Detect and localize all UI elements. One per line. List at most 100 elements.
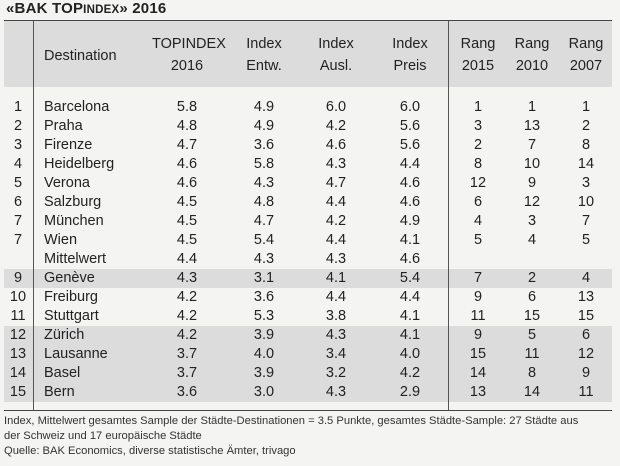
cell-index-ausl: 4.4: [325, 232, 347, 248]
cell-index-ausl: 4.7: [325, 175, 347, 191]
cell-destination: München: [44, 213, 104, 229]
cell-index-entw: 5.8: [253, 156, 275, 172]
cell-index-entw: 4.8: [253, 194, 275, 210]
cell-destination: Genève: [44, 270, 95, 286]
cell-index-ausl: 4.2: [325, 213, 347, 229]
cell-index-preis: 5.4: [399, 270, 421, 286]
cell-index-ausl: 3.8: [325, 308, 347, 324]
table-row: 6 Salzburg 4.5 4.8 4.4 4.6 6 12 10: [4, 193, 612, 212]
cell-rang-2015: 5: [473, 232, 483, 248]
cell-rang-2015: 3: [473, 118, 483, 134]
cell-rang-2015: 4: [473, 213, 483, 229]
table-title: «BAK TOPINDEX» 2016: [6, 0, 167, 17]
cell-rang-2015: 1: [473, 99, 483, 115]
cell-rang-2010: 6: [527, 289, 537, 305]
table-header: Destination TOPINDEX 2016 Index Entw. Inde…: [4, 21, 612, 87]
cell-index-ausl: 4.3: [325, 384, 347, 400]
cell-destination: Barcelona: [44, 99, 110, 115]
cell-index-ausl: 4.6: [325, 137, 347, 153]
cell-index-entw: 4.0: [253, 346, 275, 362]
cell-destination: Stuttgart: [44, 308, 99, 324]
cell-rang-2007: 6: [581, 327, 591, 343]
cell-index-entw: 4.7: [253, 213, 275, 229]
cell-index-ausl: 4.4: [325, 194, 347, 210]
header-rang-2010: Rang 2010: [514, 36, 550, 74]
cell-rang-2010: 10: [523, 156, 541, 172]
header-rang-2007: Rang 2007: [568, 36, 604, 74]
cell-index-entw: 3.6: [253, 289, 275, 305]
cell-topindex: 3.7: [176, 365, 198, 381]
cell-rang-2007: 1: [581, 99, 591, 115]
cell-rang-2015: 14: [469, 365, 487, 381]
cell-topindex: 3.6: [176, 384, 198, 400]
cell-index-preis: 4.6: [399, 194, 421, 210]
cell-rang-2010: 8: [527, 365, 537, 381]
header-index-entw: Index Entw.: [246, 36, 282, 74]
cell-index-entw: 5.3: [253, 308, 275, 324]
cell-index-entw: 3.0: [253, 384, 275, 400]
cell-destination: Verona: [44, 175, 90, 191]
cell-index-preis: 4.0: [399, 346, 421, 362]
table-row: 4 Heidelberg 4.6 5.8 4.3 4.4 8 10 14: [4, 155, 612, 174]
table-row: 11 Stuttgart 4.2 5.3 3.8 4.1 11 15 15: [4, 307, 612, 326]
table-row: 13 Lausanne 3.7 4.0 3.4 4.0 15 11 12: [4, 345, 612, 364]
cell-index-preis: 4.9: [399, 213, 421, 229]
cell-rang-2015: 2: [473, 137, 483, 153]
cell-rang-2007: 7: [581, 213, 591, 229]
cell-rang-2010: 9: [527, 175, 537, 191]
cell-rank: 1: [13, 99, 23, 115]
cell-topindex: 4.5: [176, 232, 198, 248]
cell-rang-2015: 9: [473, 327, 483, 343]
header-rang-2015: Rang 2015: [460, 36, 496, 74]
cell-index-entw: 3.9: [253, 365, 275, 381]
cell-index-ausl: 3.2: [325, 365, 347, 381]
cell-destination: Heidelberg: [44, 156, 115, 172]
cell-topindex: 4.4: [176, 251, 198, 267]
cell-rank: 7: [13, 213, 23, 229]
cell-topindex: 4.6: [176, 156, 198, 172]
cell-topindex: 4.3: [176, 270, 198, 286]
cell-rang-2007: 13: [577, 289, 595, 305]
cell-rank: 5: [13, 175, 23, 191]
cell-index-preis: 4.2: [399, 365, 421, 381]
table-row: 5 Verona 4.6 4.3 4.7 4.6 12 9 3: [4, 174, 612, 193]
cell-rang-2010: 15: [523, 308, 541, 324]
cell-rang-2007: 4: [581, 270, 591, 286]
table-row: Mittelwert 4.4 4.3 4.3 4.6: [4, 250, 612, 269]
cell-topindex: 4.2: [176, 289, 198, 305]
cell-topindex: 3.7: [176, 346, 198, 362]
header-topindex: TOPINDEX 2016: [152, 36, 226, 74]
cell-topindex: 4.8: [176, 118, 198, 134]
cell-rank: 11: [10, 308, 26, 324]
cell-index-entw: 4.3: [253, 251, 275, 267]
cell-index-ausl: 4.4: [325, 289, 347, 305]
cell-destination: Wien: [44, 232, 78, 248]
cell-rang-2010: 3: [527, 213, 537, 229]
table-row: 2 Praha 4.8 4.9 4.2 5.6 3 13 2: [4, 117, 612, 136]
footnote-line-2: der Schweiz und 17 europäische Städte: [4, 430, 202, 442]
cell-rang-2010: 1: [527, 99, 537, 115]
cell-destination: Praha: [44, 118, 83, 134]
cell-topindex: 4.2: [176, 308, 198, 324]
cell-index-preis: 4.4: [399, 289, 421, 305]
cell-destination: Lausanne: [44, 346, 108, 362]
cell-rang-2007: 3: [581, 175, 591, 191]
cell-rang-2007: 8: [581, 137, 591, 153]
cell-rang-2015: 15: [469, 346, 487, 362]
cell-index-ausl: 4.3: [325, 327, 347, 343]
cell-index-preis: 4.4: [399, 156, 421, 172]
cell-rank: 7: [13, 232, 23, 248]
cell-rang-2015: 6: [473, 194, 483, 210]
cell-rang-2015: 7: [473, 270, 483, 286]
cell-rang-2007: 10: [577, 194, 595, 210]
cell-rank: 3: [13, 137, 23, 153]
cell-destination: Freiburg: [44, 289, 98, 305]
cell-rang-2015: 11: [470, 308, 486, 324]
cell-destination: Bern: [44, 384, 75, 400]
cell-rank: 12: [9, 327, 27, 343]
cell-index-ausl: 6.0: [325, 99, 347, 115]
cell-index-ausl: 4.3: [325, 156, 347, 172]
cell-index-ausl: 4.2: [325, 118, 347, 134]
cell-rank: 6: [13, 194, 23, 210]
cell-topindex: 4.7: [176, 137, 198, 153]
